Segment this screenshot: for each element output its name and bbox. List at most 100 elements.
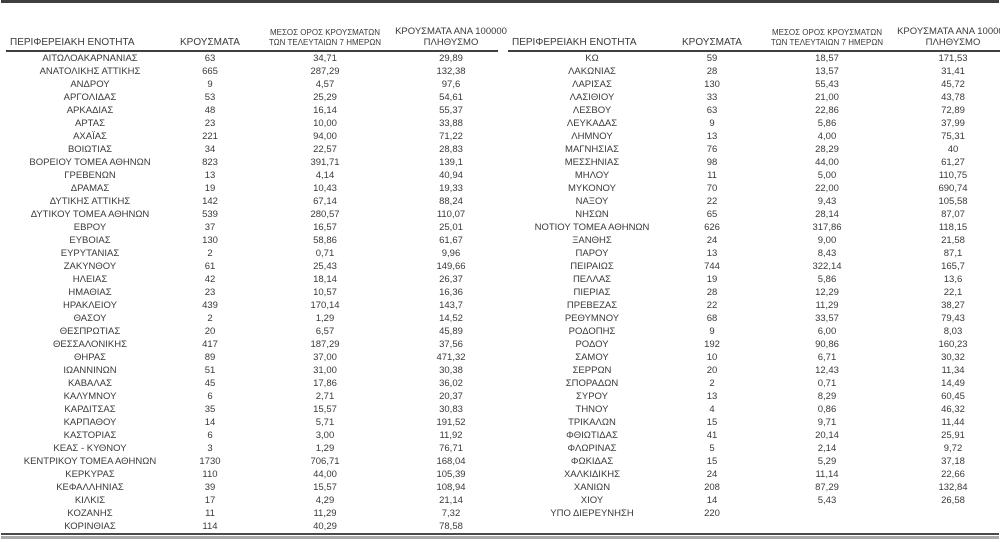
cases-cell: 61 bbox=[204, 261, 216, 272]
region-cell: ΚΕΑΣ - ΚΥΘΝΟΥ bbox=[53, 443, 127, 454]
avg-7day-cell: 4,57 bbox=[315, 79, 335, 90]
per-100k-cell: 37,99 bbox=[941, 118, 965, 129]
tables-container: ΠΕΡΙΦΕΡΕΙΑΚΗ ΕΝΟΤΗΤΑ ΚΡΟΥΣΜΑΤΑ ΜΕΣΟΣ ΟΡΟ… bbox=[6, 3, 1000, 533]
avg-7day-cell: 5,29 bbox=[817, 456, 837, 467]
table-row: ΠΑΡΟΥ 13 8,43 87,1 bbox=[508, 247, 1000, 260]
region-cell: ΠΙΕΡΙΑΣ bbox=[573, 287, 611, 298]
avg-7day-cell: 18,57 bbox=[815, 53, 839, 64]
top-rule bbox=[1, 0, 999, 3]
per-100k-cell: 30,38 bbox=[439, 365, 463, 376]
table-row: ΚΟΖΑΝΗΣ 11 11,29 7,32 bbox=[6, 507, 498, 520]
cases-cell: 130 bbox=[704, 79, 720, 90]
table-row: ΜΥΚΟΝΟΥ 70 22,00 690,74 bbox=[508, 182, 1000, 195]
table-row: ΗΜΑΘΙΑΣ 23 10,57 16,36 bbox=[6, 286, 498, 299]
table-row: ΚΩ 59 18,57 171,53 bbox=[508, 52, 1000, 65]
per-100k-cell: 13,6 bbox=[943, 274, 963, 285]
avg-7day-cell: 17,86 bbox=[313, 378, 337, 389]
avg-7day-cell: 90,86 bbox=[815, 339, 839, 350]
table-row: ΦΘΙΩΤΙΔΑΣ 41 20,14 25,91 bbox=[508, 429, 1000, 442]
region-cell: ΚΑΡΔΙΤΣΑΣ bbox=[64, 404, 116, 415]
region-cell: ΛΕΥΚΑΔΑΣ bbox=[566, 118, 618, 129]
region-cell: ΛΑΚΩΝΙΑΣ bbox=[568, 66, 616, 77]
avg-7day-cell: 11,29 bbox=[313, 508, 337, 519]
cases-cell: 19 bbox=[204, 183, 216, 194]
region-cell: ΡΟΔΟΥ bbox=[575, 339, 609, 350]
table-row: ΣΑΜΟΥ 10 6,71 30,32 bbox=[508, 351, 1000, 364]
region-cell: ΑΡΚΑΔΙΑΣ bbox=[66, 105, 114, 116]
region-cell: ΧΙΟΥ bbox=[580, 495, 604, 506]
region-cell: ΠΕΙΡΑΙΩΣ bbox=[570, 261, 614, 272]
table-row: ΚΑΣΤΟΡΙΑΣ 6 3,00 11,92 bbox=[6, 429, 498, 442]
avg-7day-cell: 4,00 bbox=[817, 131, 837, 142]
table-row: ΚΑΒΑΛΑΣ 45 17,86 36,02 bbox=[6, 377, 498, 390]
per-100k-cell: 21,14 bbox=[439, 495, 463, 506]
cases-cell: 63 bbox=[706, 105, 718, 116]
table-row: ΦΛΩΡΙΝΑΣ 5 2,14 9,72 bbox=[508, 442, 1000, 455]
per-100k-cell: 16,36 bbox=[439, 287, 463, 298]
cases-cell: 192 bbox=[704, 339, 720, 350]
avg-7day-cell: 391,71 bbox=[310, 157, 340, 168]
cases-cell: 70 bbox=[706, 183, 718, 194]
avg-7day-cell: 16,14 bbox=[313, 105, 337, 116]
per-100k-cell: 87,07 bbox=[941, 209, 965, 220]
avg-7day-cell: 11,14 bbox=[815, 469, 839, 480]
table-row: ΤΗΝΟΥ 4 0,86 46,32 bbox=[508, 403, 1000, 416]
per-100k-cell: 110,07 bbox=[436, 209, 466, 220]
avg-7day-cell: 94,00 bbox=[313, 131, 337, 142]
region-cell: ΡΕΘΥΜΝΟΥ bbox=[564, 313, 620, 324]
cases-cell: 65 bbox=[706, 209, 718, 220]
avg-7day-cell: 3,00 bbox=[315, 430, 335, 441]
cases-cell: 3 bbox=[207, 443, 213, 454]
cases-cell: 14 bbox=[706, 495, 718, 506]
table-row: ΡΕΘΥΜΝΟΥ 68 33,57 79,43 bbox=[508, 312, 1000, 325]
region-cell: ΜΗΛΟΥ bbox=[574, 170, 610, 181]
region-cell: ΠΡΕΒΕΖΑΣ bbox=[566, 300, 618, 311]
cases-cell: 13 bbox=[204, 170, 216, 181]
region-cell: ΑΝΑΤΟΛΙΚΗΣ ΑΤΤΙΚΗΣ bbox=[39, 66, 141, 77]
per-100k-cell: 9,96 bbox=[441, 248, 461, 259]
table-row: ΠΡΕΒΕΖΑΣ 22 11,29 38,27 bbox=[508, 299, 1000, 312]
avg-7day-cell: 22,00 bbox=[815, 183, 839, 194]
cases-cell: 110 bbox=[202, 469, 218, 480]
per-100k-cell: 118,15 bbox=[938, 222, 968, 233]
cases-cell: 24 bbox=[706, 469, 718, 480]
cases-cell: 11 bbox=[205, 508, 215, 519]
per-100k-cell: 26,58 bbox=[941, 495, 965, 506]
per-100k-cell: 43,78 bbox=[941, 92, 965, 103]
table-row: ΑΡΓΟΛΙΔΑΣ 53 25,29 54,61 bbox=[6, 91, 498, 104]
avg-7day-cell: 25,29 bbox=[313, 92, 337, 103]
per-100k-cell: 37,18 bbox=[941, 456, 965, 467]
avg-7day-cell: 9,71 bbox=[817, 417, 837, 428]
region-cell: ΕΒΡΟΥ bbox=[73, 222, 107, 233]
table-row: ΜΕΣΣΗΝΙΑΣ 98 44,00 61,27 bbox=[508, 156, 1000, 169]
cases-cell: 11 bbox=[707, 170, 717, 181]
cases-cell: 51 bbox=[204, 365, 216, 376]
avg-7day-cell: 20,14 bbox=[815, 430, 839, 441]
table-row: ΕΥΡΥΤΑΝΙΑΣ 2 0,71 9,96 bbox=[6, 247, 498, 260]
header-per-100k-line2: ΠΛΗΘΥΣΜΟ bbox=[423, 37, 479, 48]
avg-7day-cell: 0,71 bbox=[817, 378, 837, 389]
cases-cell: 17 bbox=[204, 495, 216, 506]
cases-cell: 4 bbox=[709, 404, 715, 415]
region-cell: ΒΟΡΕΙΟΥ ΤΟΜΕΑ ΑΘΗΝΩΝ bbox=[29, 157, 151, 168]
avg-7day-cell: 0,71 bbox=[315, 248, 335, 259]
avg-7day-cell: 10,57 bbox=[313, 287, 337, 298]
header-per-100k-line1: ΚΡΟΥΣΜΑΤΑ ΑΝΑ 100000 bbox=[897, 26, 1000, 37]
cases-cell: 76 bbox=[706, 144, 718, 155]
avg-7day-cell: 9,43 bbox=[817, 196, 837, 207]
region-cell: ΓΡΕΒΕΝΩΝ bbox=[64, 170, 116, 181]
cases-cell: 14 bbox=[204, 417, 216, 428]
table-row: ΘΕΣΣΑΛΟΝΙΚΗΣ 417 187,29 37,56 bbox=[6, 338, 498, 351]
per-100k-cell: 61,67 bbox=[439, 235, 463, 246]
avg-7day-cell: 15,57 bbox=[313, 404, 337, 415]
avg-7day-cell: 12,43 bbox=[815, 365, 839, 376]
table-row: ΒΟΡΕΙΟΥ ΤΟΜΕΑ ΑΘΗΝΩΝ 823 391,71 139,1 bbox=[6, 156, 498, 169]
table-row: ΘΑΣΟΥ 2 1,29 14,52 bbox=[6, 312, 498, 325]
cases-cell: 23 bbox=[204, 118, 216, 129]
region-cell: ΛΗΜΝΟΥ bbox=[571, 131, 613, 142]
avg-7day-cell bbox=[748, 507, 906, 520]
table-row: ΔΡΑΜΑΣ 19 10,43 19,33 bbox=[6, 182, 498, 195]
avg-7day-cell: 28,29 bbox=[815, 144, 839, 155]
header-avg-7day-line1: ΜΕΣΟΣ ΟΡΟΣ ΚΡΟΥΣΜΑΤΩΝ bbox=[771, 28, 883, 37]
region-cell: ΝΑΞΟΥ bbox=[575, 196, 609, 207]
